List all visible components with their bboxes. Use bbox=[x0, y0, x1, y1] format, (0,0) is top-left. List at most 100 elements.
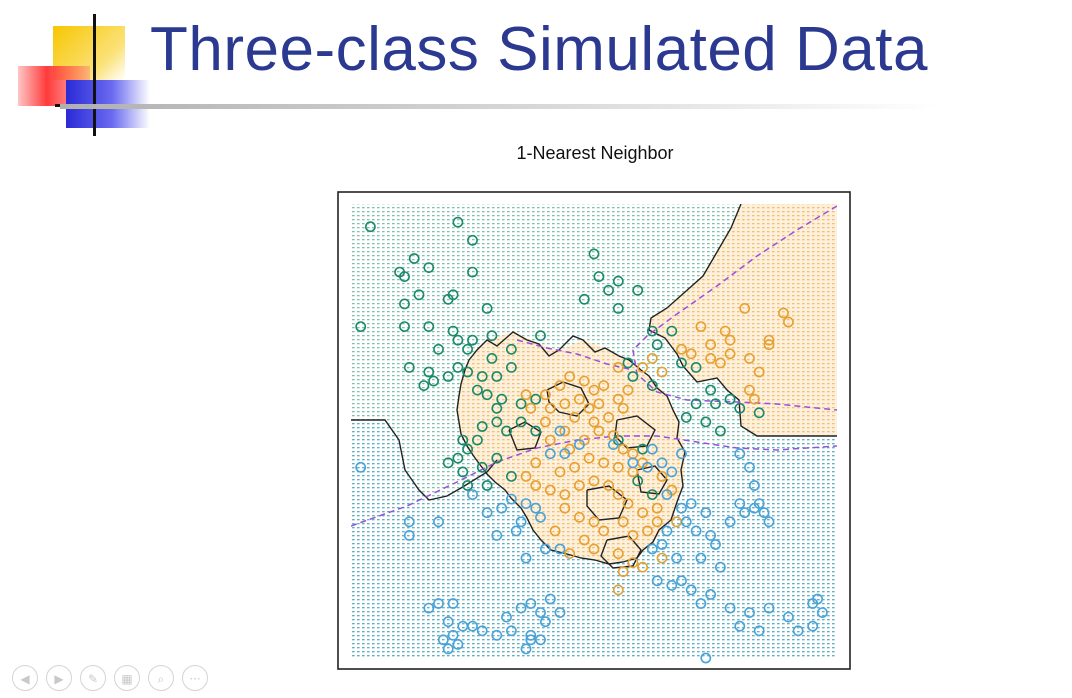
point-class-3-75 bbox=[501, 611, 512, 623]
point-class-1-73 bbox=[724, 393, 736, 405]
point-class-1-69 bbox=[705, 384, 716, 396]
point-class-1-51 bbox=[530, 425, 542, 437]
slide-title: Three-class Simulated Data bbox=[150, 15, 928, 84]
point-class-3-5 bbox=[491, 529, 503, 541]
point-class-3-47 bbox=[734, 448, 746, 460]
point-class-1-32 bbox=[505, 361, 517, 373]
point-class-1-76 bbox=[700, 416, 712, 428]
point-class-1-29 bbox=[505, 343, 517, 355]
slides-button[interactable]: ▦ bbox=[114, 665, 140, 691]
prev-slide-button[interactable]: ◀ bbox=[12, 665, 38, 691]
point-class-1-17 bbox=[578, 293, 590, 305]
point-class-2-35 bbox=[612, 393, 624, 405]
more-button[interactable]: ··· bbox=[182, 665, 208, 691]
point-class-2-75 bbox=[617, 516, 629, 528]
point-class-2-13 bbox=[753, 366, 765, 378]
zoom-button[interactable]: ⌕ bbox=[148, 665, 174, 691]
point-class-2-80 bbox=[612, 548, 624, 559]
point-class-1-70 bbox=[710, 398, 721, 410]
point-class-3-51 bbox=[671, 552, 682, 564]
point-class-1-45 bbox=[491, 402, 503, 414]
point-class-3-60 bbox=[763, 602, 775, 614]
point-class-1-23 bbox=[447, 325, 459, 337]
point-class-3-65 bbox=[807, 620, 819, 632]
point-class-3-90 bbox=[554, 607, 566, 618]
point-class-1-10 bbox=[413, 289, 425, 301]
point-class-3-40 bbox=[734, 498, 746, 509]
point-class-2-78 bbox=[578, 534, 590, 546]
point-class-2-26 bbox=[554, 380, 566, 391]
point-class-3-44 bbox=[763, 516, 775, 528]
point-class-2-81 bbox=[627, 557, 639, 569]
point-class-3-10 bbox=[520, 498, 532, 509]
point-class-2-66 bbox=[622, 498, 634, 509]
point-class-3-59 bbox=[744, 607, 755, 618]
point-class-2-16 bbox=[676, 343, 687, 355]
point-class-2-79 bbox=[588, 543, 600, 555]
point-class-1-38 bbox=[462, 366, 474, 378]
point-class-3-24 bbox=[642, 461, 653, 473]
point-class-3-70 bbox=[433, 598, 444, 609]
point-class-2-2 bbox=[782, 316, 794, 328]
point-class-2-25 bbox=[564, 371, 576, 382]
point-class-3-30 bbox=[680, 516, 692, 528]
class-regions bbox=[351, 204, 837, 658]
point-class-1-61 bbox=[462, 480, 474, 491]
point-class-1-13 bbox=[588, 248, 600, 260]
point-class-1-41 bbox=[418, 380, 430, 391]
knn-boundary-segment-5 bbox=[508, 421, 542, 451]
point-class-1-19 bbox=[632, 284, 644, 296]
point-class-2-30 bbox=[544, 402, 556, 414]
point-class-2-89 bbox=[612, 584, 624, 596]
point-class-1-64 bbox=[646, 325, 658, 337]
point-class-1-20 bbox=[355, 321, 367, 332]
point-class-3-48 bbox=[646, 543, 658, 555]
next-slide-button[interactable]: ▶ bbox=[46, 665, 72, 691]
bayes-boundary-segment-0 bbox=[351, 435, 837, 527]
point-class-3-68 bbox=[734, 620, 746, 632]
point-class-3-37 bbox=[714, 561, 726, 573]
point-class-2-83 bbox=[637, 561, 648, 573]
point-class-3-42 bbox=[753, 498, 765, 509]
point-class-1-31 bbox=[486, 352, 498, 364]
point-class-1-24 bbox=[452, 334, 464, 346]
point-class-2-40 bbox=[569, 411, 580, 423]
point-class-2-15 bbox=[748, 393, 760, 405]
slide-logo bbox=[0, 0, 151, 140]
point-class-2-27 bbox=[539, 389, 551, 401]
point-class-2-11 bbox=[724, 348, 736, 360]
point-class-3-86 bbox=[452, 638, 464, 650]
point-class-2-43 bbox=[544, 434, 556, 446]
point-class-2-67 bbox=[637, 507, 648, 519]
point-class-1-42 bbox=[471, 384, 483, 396]
point-class-1-60 bbox=[491, 452, 503, 464]
point-class-3-89 bbox=[544, 593, 556, 605]
point-class-2-4 bbox=[719, 325, 731, 337]
point-class-1-3 bbox=[408, 253, 420, 264]
point-class-3-78 bbox=[535, 607, 546, 618]
point-class-3-26 bbox=[666, 466, 678, 478]
point-class-1-35 bbox=[428, 375, 439, 387]
pen-button[interactable]: ✎ bbox=[80, 665, 106, 691]
point-class-3-92 bbox=[447, 598, 459, 609]
point-class-1-83 bbox=[632, 475, 644, 487]
knn-boundary-segment-1 bbox=[351, 419, 498, 501]
point-class-3-74 bbox=[476, 625, 488, 637]
point-class-3-28 bbox=[661, 489, 673, 500]
point-class-2-74 bbox=[598, 525, 610, 537]
point-class-1-65 bbox=[666, 325, 678, 337]
point-class-2-32 bbox=[573, 393, 585, 405]
point-class-2-65 bbox=[612, 489, 624, 500]
point-class-3-18 bbox=[554, 425, 566, 437]
point-class-3-66 bbox=[792, 625, 804, 637]
point-class-1-63 bbox=[505, 470, 517, 482]
point-class-2-5 bbox=[724, 334, 736, 346]
point-class-2-62 bbox=[573, 480, 585, 491]
point-class-1-74 bbox=[690, 398, 702, 410]
point-class-3-39 bbox=[739, 507, 751, 519]
point-class-3-4 bbox=[481, 507, 493, 519]
point-class-3-12 bbox=[510, 525, 522, 537]
point-class-2-58 bbox=[520, 470, 532, 482]
point-class-1-77 bbox=[714, 425, 726, 437]
point-class-2-68 bbox=[651, 502, 663, 514]
